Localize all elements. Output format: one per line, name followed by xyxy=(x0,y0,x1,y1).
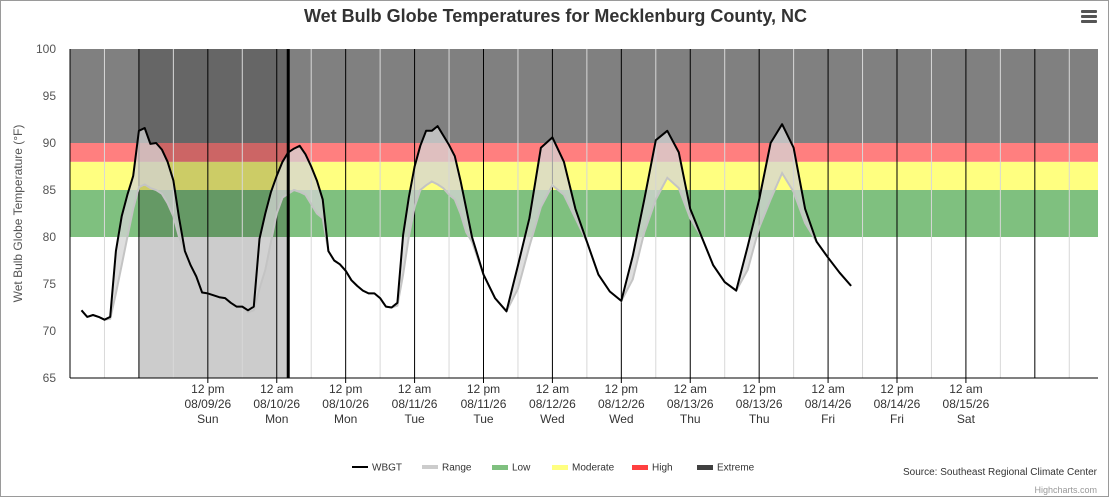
band-extreme xyxy=(70,49,1098,143)
x-tick-label: 08/15/26 xyxy=(943,397,990,411)
legend-item-low[interactable]: Low xyxy=(492,463,531,474)
legend-item-moderate[interactable]: Moderate xyxy=(552,463,615,474)
y-tick-label: 65 xyxy=(43,371,57,385)
x-tick-label: 08/13/26 xyxy=(667,397,714,411)
x-tick-label: 12 am xyxy=(398,382,431,396)
x-tick-label: 08/14/26 xyxy=(805,397,852,411)
source-note: Source: Southeast Regional Climate Cente… xyxy=(903,467,1097,478)
x-tick-label: 08/11/26 xyxy=(392,397,438,411)
y-tick-label: 95 xyxy=(43,89,57,103)
legend-symbol xyxy=(552,465,568,470)
y-tick-label: 75 xyxy=(43,277,57,291)
x-tick-label: 08/09/26 xyxy=(184,397,231,411)
wbgt-line xyxy=(80,123,852,321)
x-tick-label: 08/10/26 xyxy=(253,397,300,411)
x-tick-label: 12 am xyxy=(260,382,293,396)
x-tick-label: 12 pm xyxy=(880,382,913,396)
x-tick-label: 12 am xyxy=(674,382,707,396)
y-tick-label: 90 xyxy=(43,136,57,150)
x-tick-label: Tue xyxy=(473,412,494,426)
x-tick-label: 08/12/26 xyxy=(598,397,645,411)
x-tick-label: 12 am xyxy=(536,382,569,396)
x-tick-label: Thu xyxy=(749,412,770,426)
x-tick-label: Fri xyxy=(821,412,835,426)
band-low xyxy=(70,190,1098,237)
band-high xyxy=(70,143,1098,162)
x-tick-label: 08/10/26 xyxy=(322,397,369,411)
x-tick-label: 12 pm xyxy=(605,382,638,396)
highcharts-credits[interactable]: Highcharts.com xyxy=(1034,485,1097,495)
x-tick-label: Mon xyxy=(334,412,357,426)
x-tick-label: Thu xyxy=(680,412,701,426)
y-tick-label: 100 xyxy=(36,42,56,56)
x-tick-label: Fri xyxy=(890,412,904,426)
legend-label: Low xyxy=(512,463,531,474)
x-tick-label: 12 pm xyxy=(467,382,500,396)
y-tick-label: 70 xyxy=(43,324,57,338)
legend-item-high[interactable]: High xyxy=(632,463,673,474)
x-tick-label: Sun xyxy=(197,412,218,426)
x-tick-label: 12 am xyxy=(811,382,844,396)
y-tick-label: 85 xyxy=(43,183,57,197)
legend-symbol xyxy=(632,465,648,470)
x-tick-label: 12 pm xyxy=(329,382,362,396)
x-tick-label: Wed xyxy=(609,412,633,426)
legend-label: High xyxy=(652,463,673,474)
legend-item-range[interactable]: Range xyxy=(422,463,472,474)
legend-label: Moderate xyxy=(572,463,615,474)
range-area xyxy=(81,124,852,320)
legend-item-extreme[interactable]: Extreme xyxy=(697,463,755,474)
y-tick-label: 80 xyxy=(43,230,57,244)
legend-label: WBGT xyxy=(372,463,402,474)
observed-period-shade xyxy=(138,49,289,378)
y-axis-label: Wet Bulb Globe Temperature (°F) xyxy=(11,125,25,303)
x-tick-label: Sat xyxy=(957,412,976,426)
x-tick-label: 12 pm xyxy=(742,382,775,396)
x-tick-label: Wed xyxy=(540,412,564,426)
legend-symbol xyxy=(492,465,508,470)
x-tick-label: 08/13/26 xyxy=(736,397,783,411)
hamburger-menu-icon[interactable] xyxy=(1081,10,1097,24)
chart-title: Wet Bulb Globe Temperatures for Mecklenb… xyxy=(303,6,808,26)
legend-label: Extreme xyxy=(717,463,755,474)
legend-item-wbgt[interactable]: WBGT xyxy=(352,463,402,474)
legend-label: Range xyxy=(442,463,472,474)
x-tick-label: 08/12/26 xyxy=(529,397,576,411)
legend-symbol xyxy=(697,465,713,470)
x-tick-label: Tue xyxy=(404,412,425,426)
band-moderate xyxy=(70,161,1098,190)
x-tick-label: 08/11/26 xyxy=(461,397,507,411)
x-tick-label: 12 pm xyxy=(191,382,224,396)
x-tick-label: 12 am xyxy=(949,382,982,396)
x-tick-label: Mon xyxy=(265,412,288,426)
x-tick-label: 08/14/26 xyxy=(874,397,921,411)
